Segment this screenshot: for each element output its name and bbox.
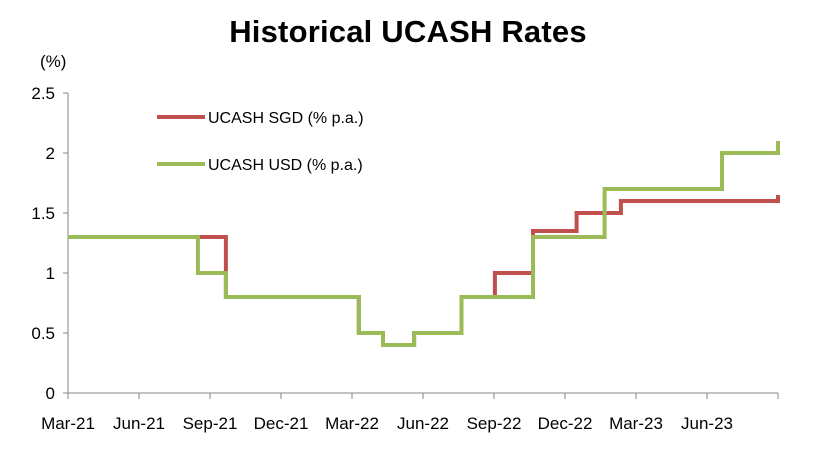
x-tick-label: Mar-23 [609,414,663,433]
x-tick-label: Dec-21 [254,414,309,433]
x-tick-label: Mar-21 [41,414,95,433]
legend-label: UCASH USD (% p.a.) [208,157,363,174]
legend-label: UCASH SGD (% p.a.) [208,110,364,127]
x-tick-label: Jun-23 [681,414,733,433]
x-tick-label: Mar-22 [325,414,379,433]
series-line-usd [68,141,780,347]
chart-title: Historical UCASH Rates [229,14,587,49]
y-tick-label: 1.5 [31,204,55,223]
y-tick-label: 0.5 [31,324,55,343]
x-tick-label: Jun-21 [113,414,165,433]
y-tick-label: 2.5 [31,84,55,103]
x-tick-label: Sep-21 [183,414,238,433]
y-tick-label: 2 [46,144,55,163]
x-tick-label: Dec-22 [538,414,593,433]
x-tick-label: Jun-22 [397,414,449,433]
x-tick-label: Sep-22 [467,414,522,433]
y-axis-unit-label: (%) [40,52,67,71]
series-line-sgd [68,195,780,347]
y-tick-label: 1 [46,264,55,283]
y-tick-label: 0 [46,384,55,403]
